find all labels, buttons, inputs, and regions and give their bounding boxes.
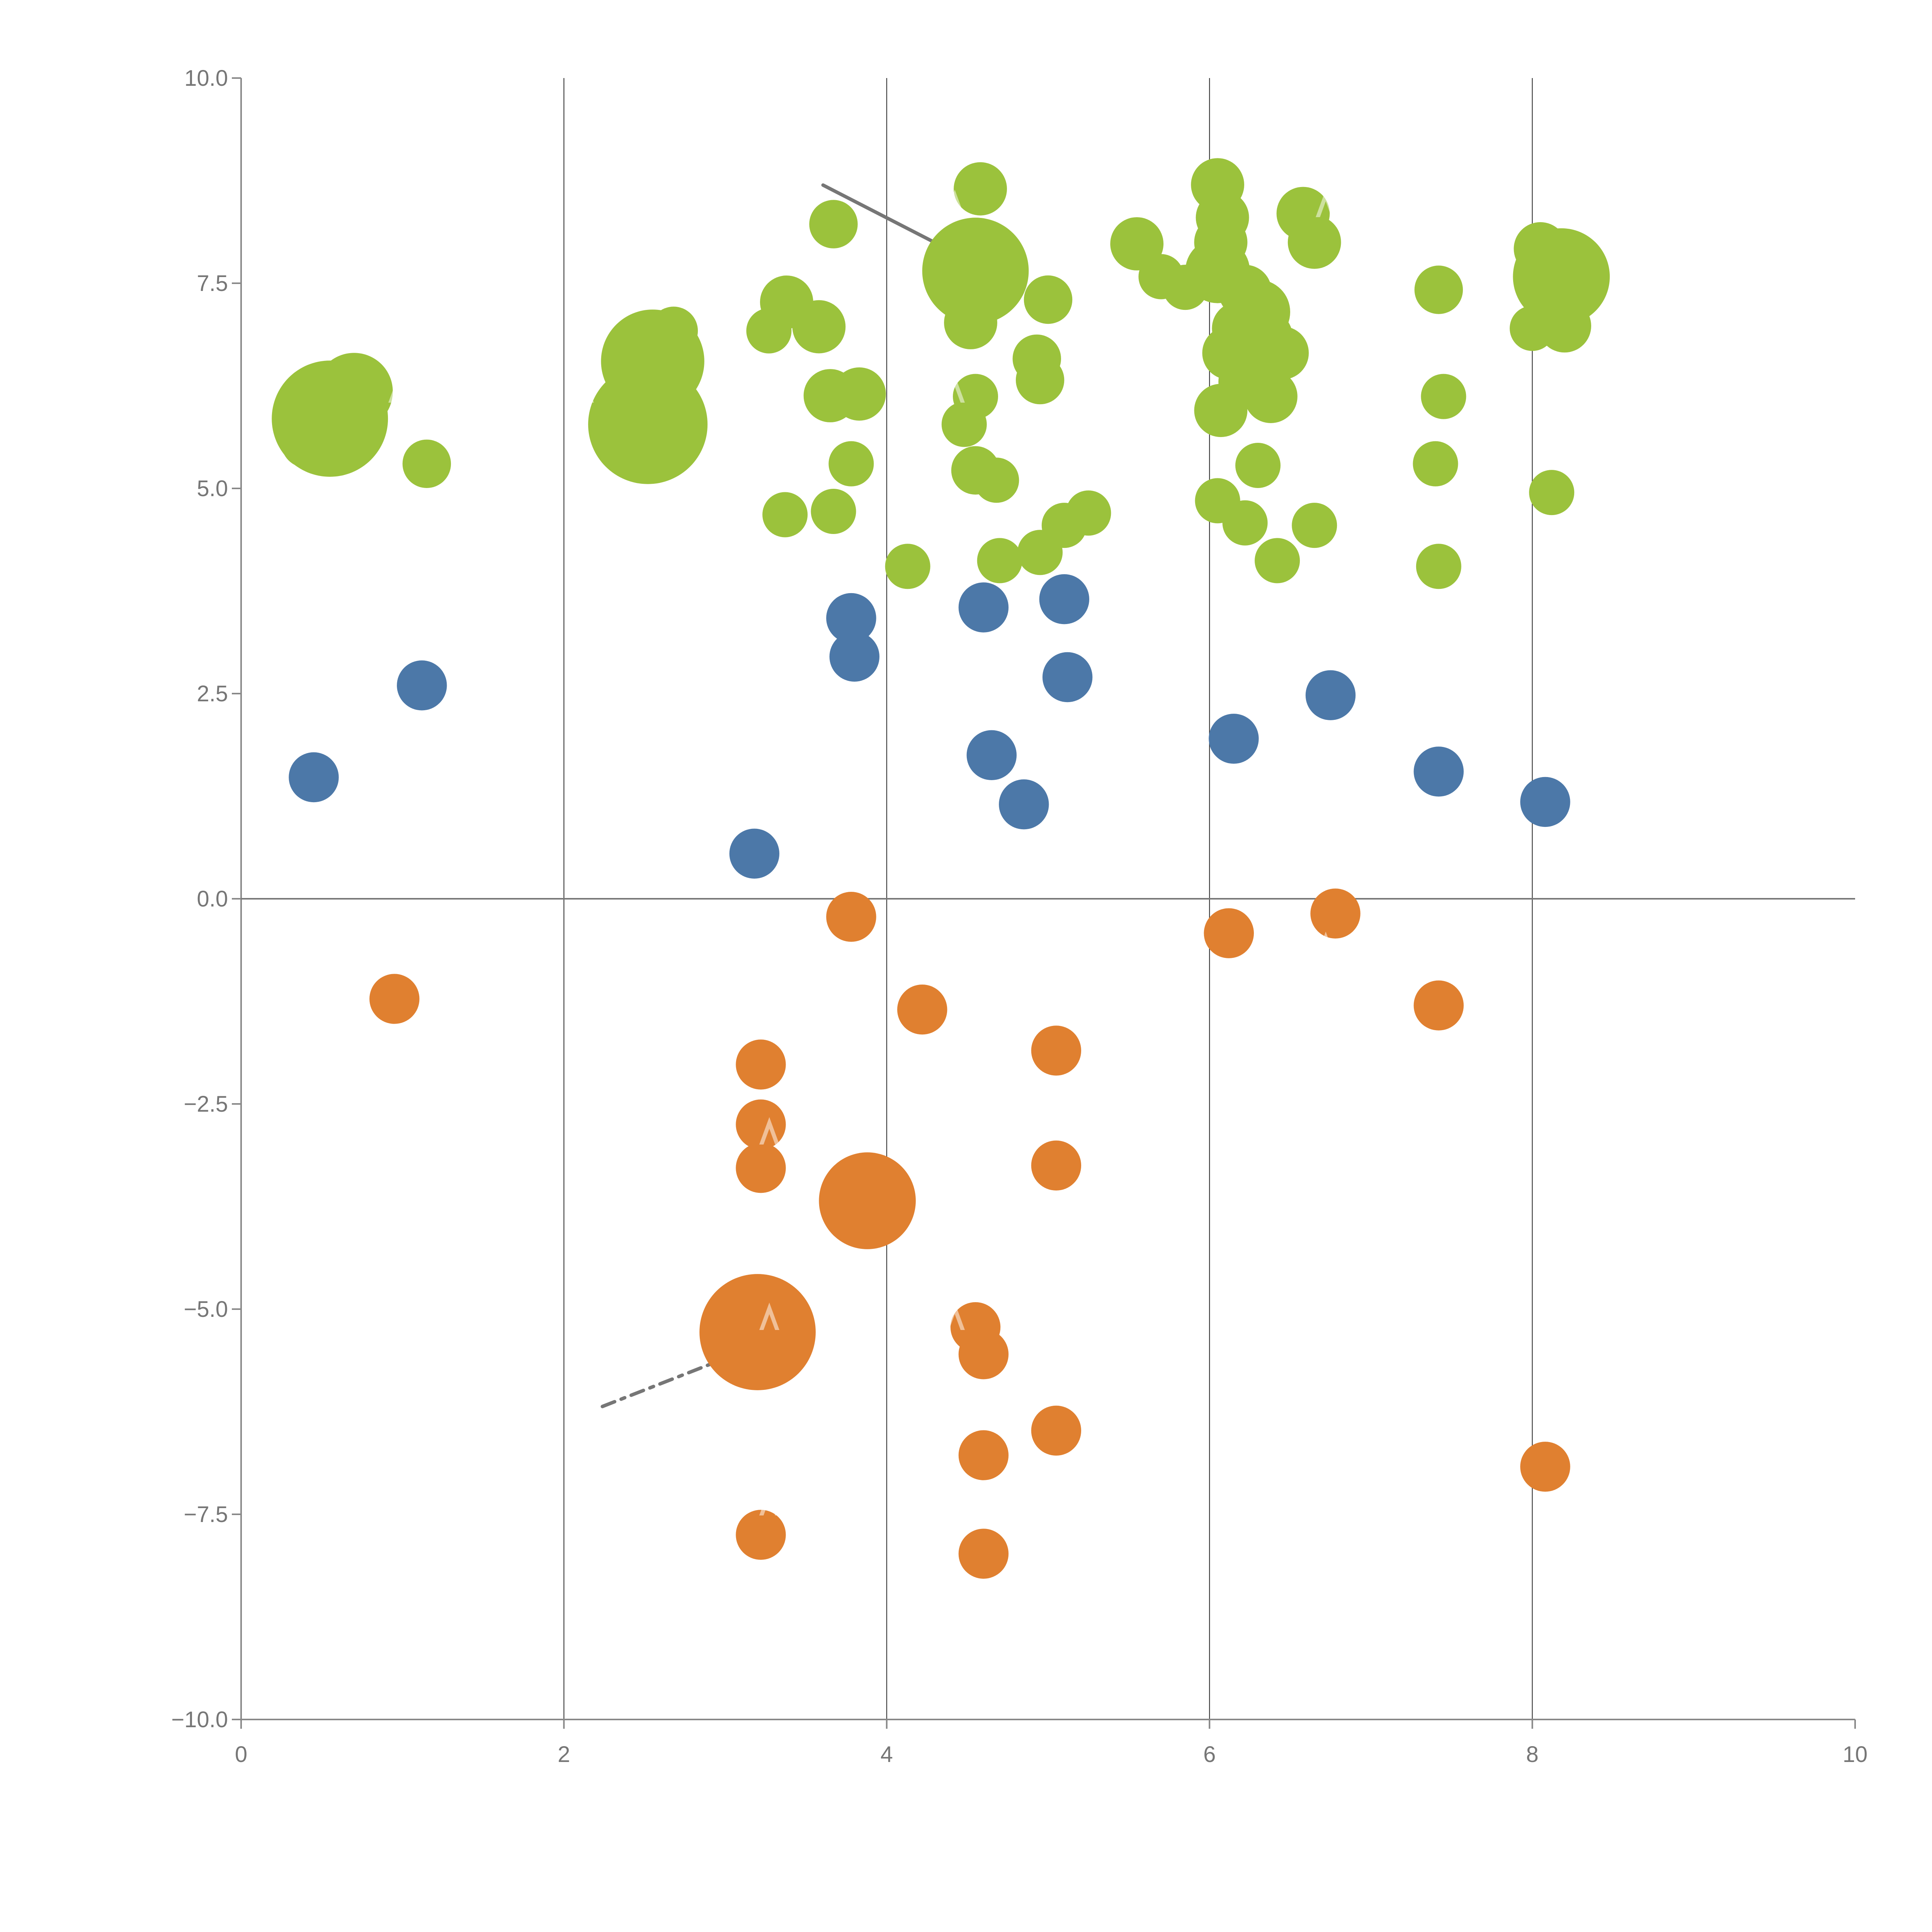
- svg-text:−10.0: −10.0: [171, 1707, 228, 1732]
- svg-text:8: 8: [1526, 1742, 1538, 1767]
- svg-text:2: 2: [558, 1742, 570, 1767]
- svg-text:5.0: 5.0: [197, 476, 228, 501]
- svg-text:6: 6: [1203, 1742, 1216, 1767]
- svg-text:0.0: 0.0: [197, 886, 228, 912]
- svg-text:−2.5: −2.5: [184, 1092, 228, 1117]
- svg-text:7.5: 7.5: [197, 271, 228, 296]
- svg-text:10.0: 10.0: [184, 66, 228, 91]
- svg-text:10: 10: [1843, 1742, 1868, 1767]
- svg-text:4: 4: [881, 1742, 893, 1767]
- svg-text:−5.0: −5.0: [184, 1297, 228, 1322]
- svg-text:−7.5: −7.5: [184, 1502, 228, 1527]
- svg-text:0: 0: [235, 1742, 247, 1767]
- svg-text:2.5: 2.5: [197, 681, 228, 706]
